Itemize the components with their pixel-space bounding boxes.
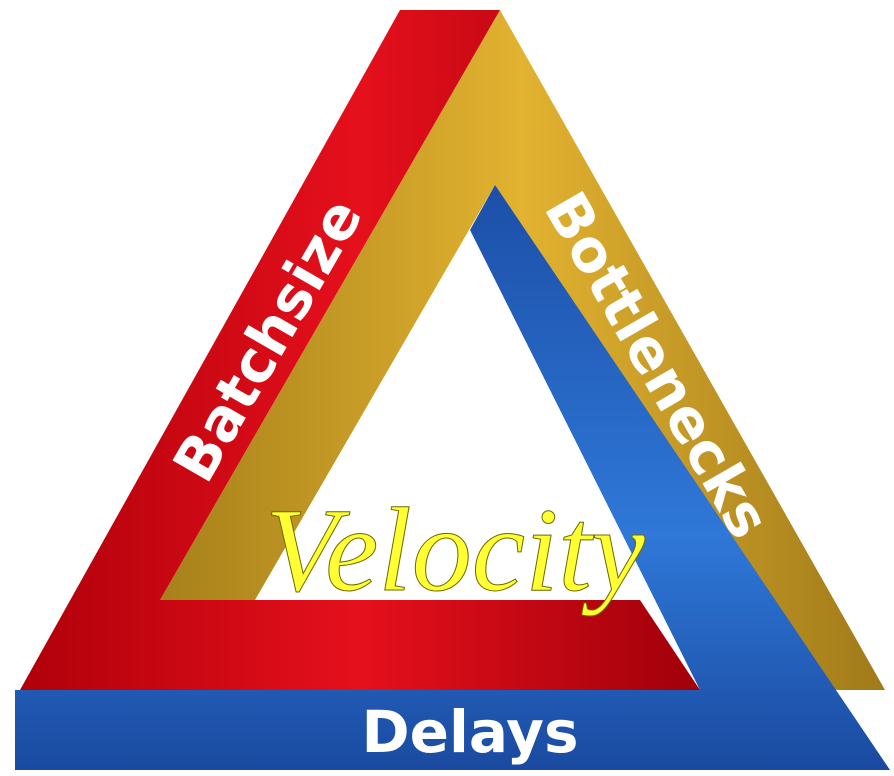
- bottom-label: Delays: [361, 698, 578, 766]
- diagram: Batchsize Bottlenecks Delays Velocity: [0, 0, 894, 776]
- center-label: Velocity: [265, 483, 646, 616]
